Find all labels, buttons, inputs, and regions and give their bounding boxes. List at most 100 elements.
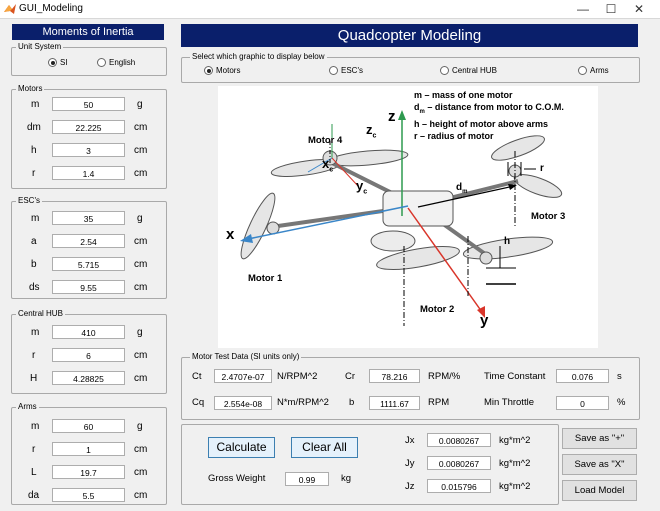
b-input[interactable]: 1111.67 xyxy=(369,396,420,410)
load-model-button[interactable]: Load Model xyxy=(562,480,637,501)
esc-a-input[interactable]: 2.54 xyxy=(52,234,125,248)
hub-r-label: r xyxy=(32,350,36,361)
motor-mass-unit: g xyxy=(137,99,143,110)
motors-graphic-radio[interactable] xyxy=(204,66,213,75)
arm-mass-input[interactable]: 60 xyxy=(52,419,125,433)
escs-graphic-label: ESC's xyxy=(341,66,363,75)
si-radio[interactable] xyxy=(48,58,57,67)
esc-a-unit: cm xyxy=(134,236,148,247)
dm-arrow-head xyxy=(508,184,517,190)
motor-r-input[interactable]: 1.4 xyxy=(52,166,125,180)
jy-label: Jy xyxy=(405,458,415,469)
esc-b-input[interactable]: 5.715 xyxy=(52,257,125,271)
r-label: r xyxy=(540,163,544,174)
arms-graphic-radio[interactable] xyxy=(578,66,587,75)
arm-length-input[interactable]: 19.7 xyxy=(52,465,125,479)
esc-ds-input[interactable]: 9.55 xyxy=(52,280,125,294)
jz-label: Jz xyxy=(405,481,415,492)
time-constant-input[interactable]: 0.076 xyxy=(556,369,609,383)
b-unit: RPM xyxy=(428,397,450,408)
x-axis-label: x xyxy=(226,226,235,243)
save-x-button[interactable]: Save as "X" xyxy=(562,454,637,475)
ct-input[interactable]: 2.4707e-07 xyxy=(214,369,272,383)
min-throttle-label: Min Throttle xyxy=(484,397,534,408)
save-plus-button[interactable]: Save as "+" xyxy=(562,428,637,449)
esc-mass-input[interactable]: 35 xyxy=(52,211,125,225)
min-throttle-input[interactable]: 0 xyxy=(556,396,609,410)
x-axis xyxy=(247,205,409,240)
gross-weight-unit: kg xyxy=(341,473,352,484)
motors-graphic-label: Motors xyxy=(216,66,241,75)
cq-label: Cq xyxy=(192,397,205,408)
hub-r-input[interactable]: 6 xyxy=(52,348,125,362)
arm-r-unit: cm xyxy=(134,444,148,455)
center-hub xyxy=(382,190,454,227)
arm-r-label: r xyxy=(32,444,36,455)
motor-h-unit: cm xyxy=(134,145,148,156)
escs-group xyxy=(11,201,167,299)
motor-test-title: Motor Test Data (SI units only) xyxy=(190,352,302,361)
minimize-button[interactable]: — xyxy=(577,2,589,16)
window-title: GUI_Modeling xyxy=(19,3,83,14)
hub-height-label: H xyxy=(30,373,38,384)
motor-r-unit: cm xyxy=(134,168,148,179)
hub-height-unit: cm xyxy=(134,373,148,384)
cr-input[interactable]: 78.216 xyxy=(369,369,420,383)
matlab-app-icon xyxy=(4,4,16,14)
h-label: h xyxy=(504,236,511,247)
gross-weight-input[interactable]: 0.99 xyxy=(285,472,329,486)
arm-mass-unit: g xyxy=(137,421,143,432)
jy-input[interactable]: 0.0080267 xyxy=(427,456,491,470)
yc-axis xyxy=(331,157,359,187)
jx-label: Jx xyxy=(405,435,415,446)
hub-graphic-radio[interactable] xyxy=(440,66,449,75)
english-radio[interactable] xyxy=(97,58,106,67)
ct-unit: N/RPM^2 xyxy=(277,371,318,382)
jx-unit: kg*m^2 xyxy=(499,435,531,446)
jz-input[interactable]: 0.015796 xyxy=(427,479,491,493)
cq-input[interactable]: 2.554e-08 xyxy=(214,396,272,410)
clear-all-button[interactable]: Clear All xyxy=(291,437,358,458)
hub-height-input[interactable]: 4.28825 xyxy=(52,371,125,385)
arms-group-title: Arms xyxy=(16,402,39,411)
unit-system-group xyxy=(11,47,167,76)
hub-mass-label: m xyxy=(31,327,40,338)
window-titlebar: GUI_Modeling — ☐ ✕ xyxy=(0,0,660,19)
unit-system-title: Unit System xyxy=(16,42,64,51)
hub-r-unit: cm xyxy=(134,350,148,361)
diagram-legend: m – mass of one motor dm – distance from… xyxy=(414,90,564,141)
prop-motor3-a xyxy=(491,135,545,161)
hub-mass-unit: g xyxy=(137,327,143,338)
yc-label: yc xyxy=(356,178,368,196)
hub-graphic-label: Central HUB xyxy=(452,66,497,75)
min-throttle-unit: % xyxy=(617,397,626,408)
arm-length-unit: cm xyxy=(134,467,148,478)
motor1-mount xyxy=(266,221,280,235)
calculate-button[interactable]: Calculate xyxy=(208,437,275,458)
jx-input[interactable]: 0.0080267 xyxy=(427,433,491,447)
escs-group-title: ESC's xyxy=(16,196,42,205)
esc-b-unit: cm xyxy=(134,259,148,270)
central-hub-group-title: Central HUB xyxy=(16,309,65,318)
esc-ds-unit: cm xyxy=(134,282,148,293)
motors-group-title: Motors xyxy=(16,84,45,93)
x-axis-arrow xyxy=(240,234,253,243)
maximize-button[interactable]: ☐ xyxy=(605,2,617,16)
motor-h-input[interactable]: 3 xyxy=(52,143,125,157)
arm-r-input[interactable]: 1 xyxy=(52,442,125,456)
arm-da-input[interactable]: 5.5 xyxy=(52,488,125,502)
motor-dm-input[interactable]: 22.225 xyxy=(52,120,125,134)
escs-graphic-radio[interactable] xyxy=(329,66,338,75)
motors-group xyxy=(11,89,167,189)
motor2-label: Motor 2 xyxy=(420,304,455,315)
motor2-mount xyxy=(479,251,493,265)
motor-mass-input[interactable]: 50 xyxy=(52,97,125,111)
ct-label: Ct xyxy=(192,371,202,382)
results-group xyxy=(181,424,559,505)
arm-da-unit: cm xyxy=(134,490,148,501)
dm-arrow xyxy=(417,185,515,208)
motor-test-group xyxy=(181,357,640,420)
hub-mass-input[interactable]: 410 xyxy=(52,325,125,339)
close-button[interactable]: ✕ xyxy=(633,2,645,16)
motor1-label: Motor 1 xyxy=(248,273,283,284)
